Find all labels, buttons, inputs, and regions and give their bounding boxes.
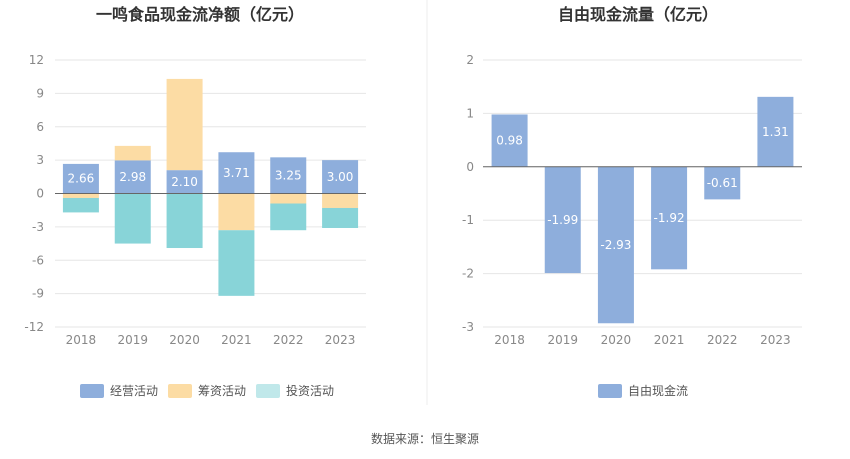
right-chart-title: 自由现金流量（亿元） <box>558 5 718 24</box>
bar-operating[interactable] <box>114 160 151 194</box>
legend-label-investing: 投资活动 <box>286 383 334 398</box>
y-tick-label: -3 <box>462 320 474 334</box>
y-tick-label: 2 <box>466 53 474 67</box>
legend-swatch-investing <box>256 384 280 398</box>
x-tick-label: 2020 <box>601 333 632 347</box>
y-tick-label: -3 <box>32 220 44 234</box>
x-tick-label: 2023 <box>325 333 356 347</box>
legend-item-financing[interactable]: 筹资活动 <box>168 384 246 398</box>
bar-fcf[interactable] <box>544 166 581 274</box>
bar-investing[interactable] <box>218 230 255 296</box>
y-tick-label: 3 <box>36 153 44 167</box>
y-tick-label: 9 <box>36 86 44 100</box>
bar-financing[interactable] <box>270 193 307 204</box>
y-tick-label: -1 <box>462 213 474 227</box>
x-tick-label: 2022 <box>707 333 738 347</box>
bar-investing[interactable] <box>322 207 359 228</box>
left-chart-title: 一鸣食品现金流净额（亿元） <box>96 5 304 24</box>
data-label-operating: 3.25 <box>275 168 302 182</box>
x-tick-label: 2018 <box>66 333 97 347</box>
data-label-fcf: 0.98 <box>496 134 523 148</box>
data-label-operating: 3.71 <box>223 166 250 180</box>
legend-item-operating[interactable]: 经营活动 <box>80 384 158 398</box>
y-tick-label: -2 <box>462 267 474 281</box>
bar-investing[interactable] <box>114 193 151 244</box>
data-label-operating: 2.10 <box>171 175 198 189</box>
data-label-operating: 2.98 <box>119 170 146 184</box>
left-chart: 12 9 6 3 0 -3 -6 -9 -12 2.66 2018 2.98 2019 2.10 2020 3… <box>24 53 366 347</box>
bar-investing[interactable] <box>166 193 203 249</box>
bar-operating[interactable] <box>270 157 307 194</box>
bar-financing[interactable] <box>218 193 255 231</box>
bar-financing[interactable] <box>166 78 203 171</box>
right-chart: 2 1 0 -1 -2 -3 0.98 2018 -1.99 2019 -2.93 2020 -1.92… <box>462 53 802 347</box>
legend-swatch-fcf <box>598 384 622 398</box>
bar-fcf[interactable] <box>597 166 634 324</box>
bar-operating[interactable] <box>218 152 255 194</box>
x-tick-label: 2021 <box>654 333 685 347</box>
x-tick-label: 2023 <box>760 333 791 347</box>
left-legend: 经营活动 筹资活动 投资活动 <box>80 383 334 398</box>
data-label-fcf: -0.61 <box>707 176 738 190</box>
x-tick-label: 2021 <box>221 333 252 347</box>
legend-label-financing: 筹资活动 <box>198 384 246 398</box>
data-label-operating: 2.66 <box>68 172 95 186</box>
bar-operating[interactable] <box>62 163 99 194</box>
y-tick-label: 6 <box>36 120 44 134</box>
y-tick-label: 0 <box>36 187 44 201</box>
bar-fcf[interactable] <box>704 166 741 200</box>
bar-operating[interactable] <box>166 170 203 194</box>
data-label-fcf: -1.99 <box>547 213 578 227</box>
legend-swatch-operating <box>80 384 104 398</box>
data-label-operating: 3.00 <box>327 170 354 184</box>
x-tick-label: 2022 <box>273 333 304 347</box>
data-label-fcf: -1.92 <box>654 211 685 225</box>
bar-fcf[interactable] <box>651 166 688 270</box>
bar-fcf[interactable] <box>757 96 794 167</box>
x-tick-label: 2019 <box>547 333 578 347</box>
x-tick-label: 2019 <box>117 333 148 347</box>
data-source: 数据来源：恒生聚源 <box>371 431 479 446</box>
bar-financing[interactable] <box>62 193 99 198</box>
y-tick-label: -6 <box>32 253 44 267</box>
y-tick-label: -9 <box>32 287 44 301</box>
x-tick-label: 2020 <box>169 333 200 347</box>
bar-investing[interactable] <box>62 197 99 213</box>
data-label-fcf: -2.93 <box>600 238 631 252</box>
y-tick-label: -12 <box>24 320 44 334</box>
bar-financing[interactable] <box>114 145 151 161</box>
data-label-fcf: 1.31 <box>762 125 789 139</box>
legend-swatch-financing <box>168 384 192 398</box>
legend-item-fcf[interactable]: 自由现金流 <box>598 383 688 398</box>
bar-financing[interactable] <box>322 193 359 208</box>
x-tick-label: 2018 <box>494 333 525 347</box>
bar-operating[interactable] <box>322 160 359 194</box>
right-legend: 自由现金流 <box>598 383 688 398</box>
legend-label-operating: 经营活动 <box>110 384 158 398</box>
y-tick-label: 1 <box>466 106 474 120</box>
y-tick-label: 12 <box>29 53 44 67</box>
legend-label-fcf: 自由现金流 <box>628 383 688 398</box>
y-tick-label: 0 <box>466 160 474 174</box>
legend-item-investing[interactable]: 投资活动 <box>256 383 334 398</box>
bar-fcf[interactable] <box>491 114 528 167</box>
bar-investing[interactable] <box>270 203 307 231</box>
